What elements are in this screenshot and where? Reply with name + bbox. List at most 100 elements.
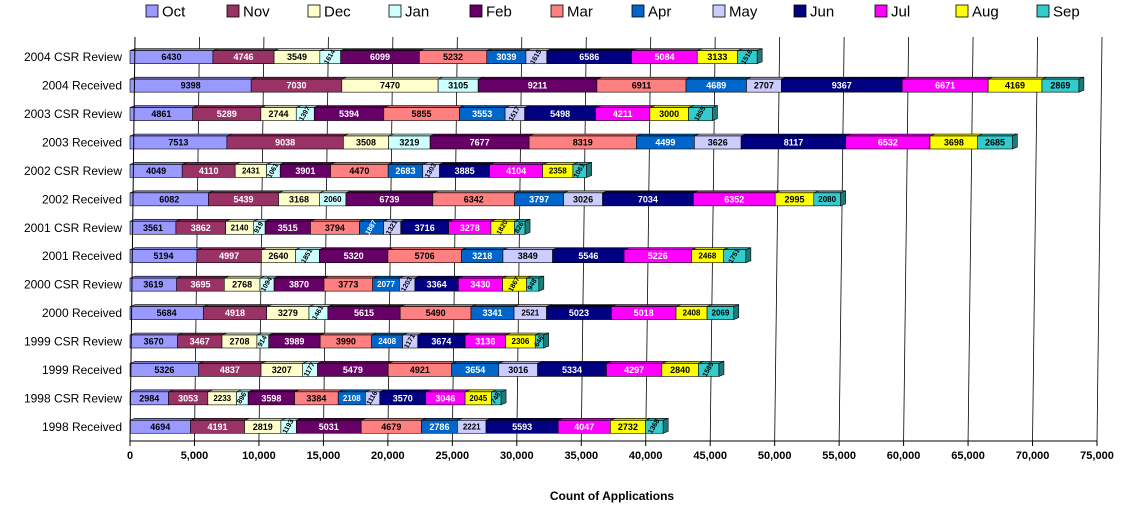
bar-segment: 2468 — [691, 247, 729, 264]
x-tick-label: 15,000 — [307, 450, 341, 462]
bar-top-face — [988, 76, 1048, 80]
data-label: 3467 — [190, 337, 210, 347]
category-label: 2000 CSR Review — [24, 278, 122, 292]
data-label: 7034 — [638, 194, 658, 204]
bar-top-face — [977, 133, 1018, 137]
x-axis-title: Count of Applications — [550, 489, 675, 503]
bar-segment: 5084 — [631, 48, 703, 65]
bar-segment: 4997 — [196, 247, 267, 264]
bar-top-face — [383, 105, 465, 108]
bar-segment: 2744 — [260, 105, 302, 121]
bar-row: 6430 4746 3549 1614 6099 5232 3039 1615 6586 5084… — [129, 48, 763, 66]
bar-row: 3561 3862 2140 919 3515 3794 1887 1321 3716 3278 1… — [129, 218, 531, 236]
bar-top-face — [319, 247, 394, 251]
data-label: 6671 — [935, 81, 955, 91]
data-label: 5706 — [415, 251, 435, 261]
bar-segment: 2732 — [610, 417, 651, 434]
bar-segment: 7030 — [250, 76, 347, 93]
bar-segment: 4104 — [489, 162, 548, 178]
data-label: 5031 — [319, 422, 339, 432]
bars: 6430 4746 3549 1614 6099 5232 3039 1615 6586 5084… — [129, 48, 1085, 435]
data-label: 2744 — [269, 109, 289, 119]
bar-segment: 1516 — [737, 48, 763, 66]
data-label: 3598 — [261, 393, 281, 403]
bar-segment: 4918 — [202, 304, 272, 320]
bar-segment: 3561 — [129, 218, 182, 235]
bar-top-face — [175, 218, 231, 222]
bar-segment: 3794 — [310, 218, 365, 235]
category-label: 1999 Received — [42, 363, 122, 377]
bar-segment: 5194 — [129, 247, 203, 264]
bar-segment: 7470 — [341, 76, 444, 93]
data-label: 5498 — [550, 109, 570, 119]
data-label: 5593 — [512, 422, 532, 432]
bar-top-face — [265, 218, 316, 222]
bar-top-face — [448, 218, 497, 222]
bar-segment: 6671 — [901, 76, 994, 93]
data-label: 4679 — [381, 422, 401, 432]
data-label: 4211 — [613, 109, 633, 119]
bar-row: 3670 3467 2708 914 3989 3990 2408 1171 3674 3136 2… — [129, 332, 549, 350]
bar-top-face — [129, 76, 257, 80]
bar-segment: 3989 — [268, 332, 326, 349]
data-label: 3168 — [289, 194, 309, 204]
bar-segment: 1855 — [688, 105, 718, 123]
data-label: 919 — [253, 221, 265, 235]
bar-end-face — [756, 48, 763, 65]
bar-segment: 3773 — [323, 275, 378, 292]
bar-segment: 3046 — [425, 389, 471, 406]
bar-segment: 5684 — [129, 304, 209, 320]
data-label: 5226 — [648, 251, 668, 261]
bar-segment: 6352 — [692, 190, 781, 207]
category-label: 2004 Received — [42, 79, 122, 93]
data-label: 6352 — [724, 194, 744, 204]
bar-segment: 2069 — [706, 304, 739, 320]
bar-top-face — [649, 105, 694, 108]
bar-segment: 4679 — [360, 417, 427, 434]
bar-segment: 3207 — [260, 361, 308, 377]
bar-segment: 3570 — [379, 389, 431, 406]
data-label: 2408 — [378, 337, 396, 346]
bar-segment: 2707 — [746, 76, 787, 93]
bar-segment: 5706 — [387, 247, 467, 264]
bar-segment: 5334 — [537, 361, 612, 377]
bar-top-face — [280, 162, 336, 165]
data-label: 2984 — [139, 393, 159, 403]
data-label: 6532 — [878, 138, 898, 148]
bar-segment: 3105 — [437, 76, 484, 93]
data-label: 3561 — [143, 223, 163, 233]
category-label: 2003 CSR Review — [24, 107, 122, 121]
data-label: 5394 — [339, 109, 359, 119]
bar-segment: 3430 — [458, 275, 508, 292]
data-label: 2045 — [469, 394, 487, 403]
legend-label: Sep — [1053, 4, 1080, 21]
bar-segment: 2768 — [224, 275, 266, 292]
bar-top-face — [563, 190, 608, 194]
legend-item: May — [712, 4, 758, 21]
bar-segment: 5498 — [524, 105, 601, 121]
legend-swatch — [550, 4, 564, 18]
bar-segment: 3849 — [502, 247, 558, 264]
legend: Oct Nov Dec Jan Feb Mar Apr May Jun Jul Aug Sep — [145, 4, 1080, 21]
x-tick-label: 20,000 — [371, 450, 405, 462]
bar-segment: 3862 — [175, 218, 231, 235]
bar-segment: 5490 — [399, 304, 477, 320]
bar-segment: 5546 — [552, 247, 630, 264]
bar-segment: 4047 — [557, 417, 616, 434]
gridline — [709, 36, 716, 442]
data-label: 3218 — [472, 251, 492, 261]
data-label: 3039 — [496, 52, 516, 62]
data-label: 3797 — [529, 194, 549, 204]
bar-segment: 3026 — [563, 190, 608, 207]
data-label: 3773 — [338, 280, 358, 290]
category-label: 2003 Received — [42, 136, 122, 150]
legend-item: Oct — [145, 4, 186, 21]
bar-top-face — [196, 247, 267, 251]
bar-segment: 1321 — [383, 218, 406, 236]
bar-segment: 2108 — [337, 389, 371, 406]
bar-segment: 4211 — [595, 105, 655, 121]
bar-top-face — [310, 218, 365, 222]
data-label: 3026 — [573, 194, 593, 204]
bar-top-face — [192, 105, 266, 108]
